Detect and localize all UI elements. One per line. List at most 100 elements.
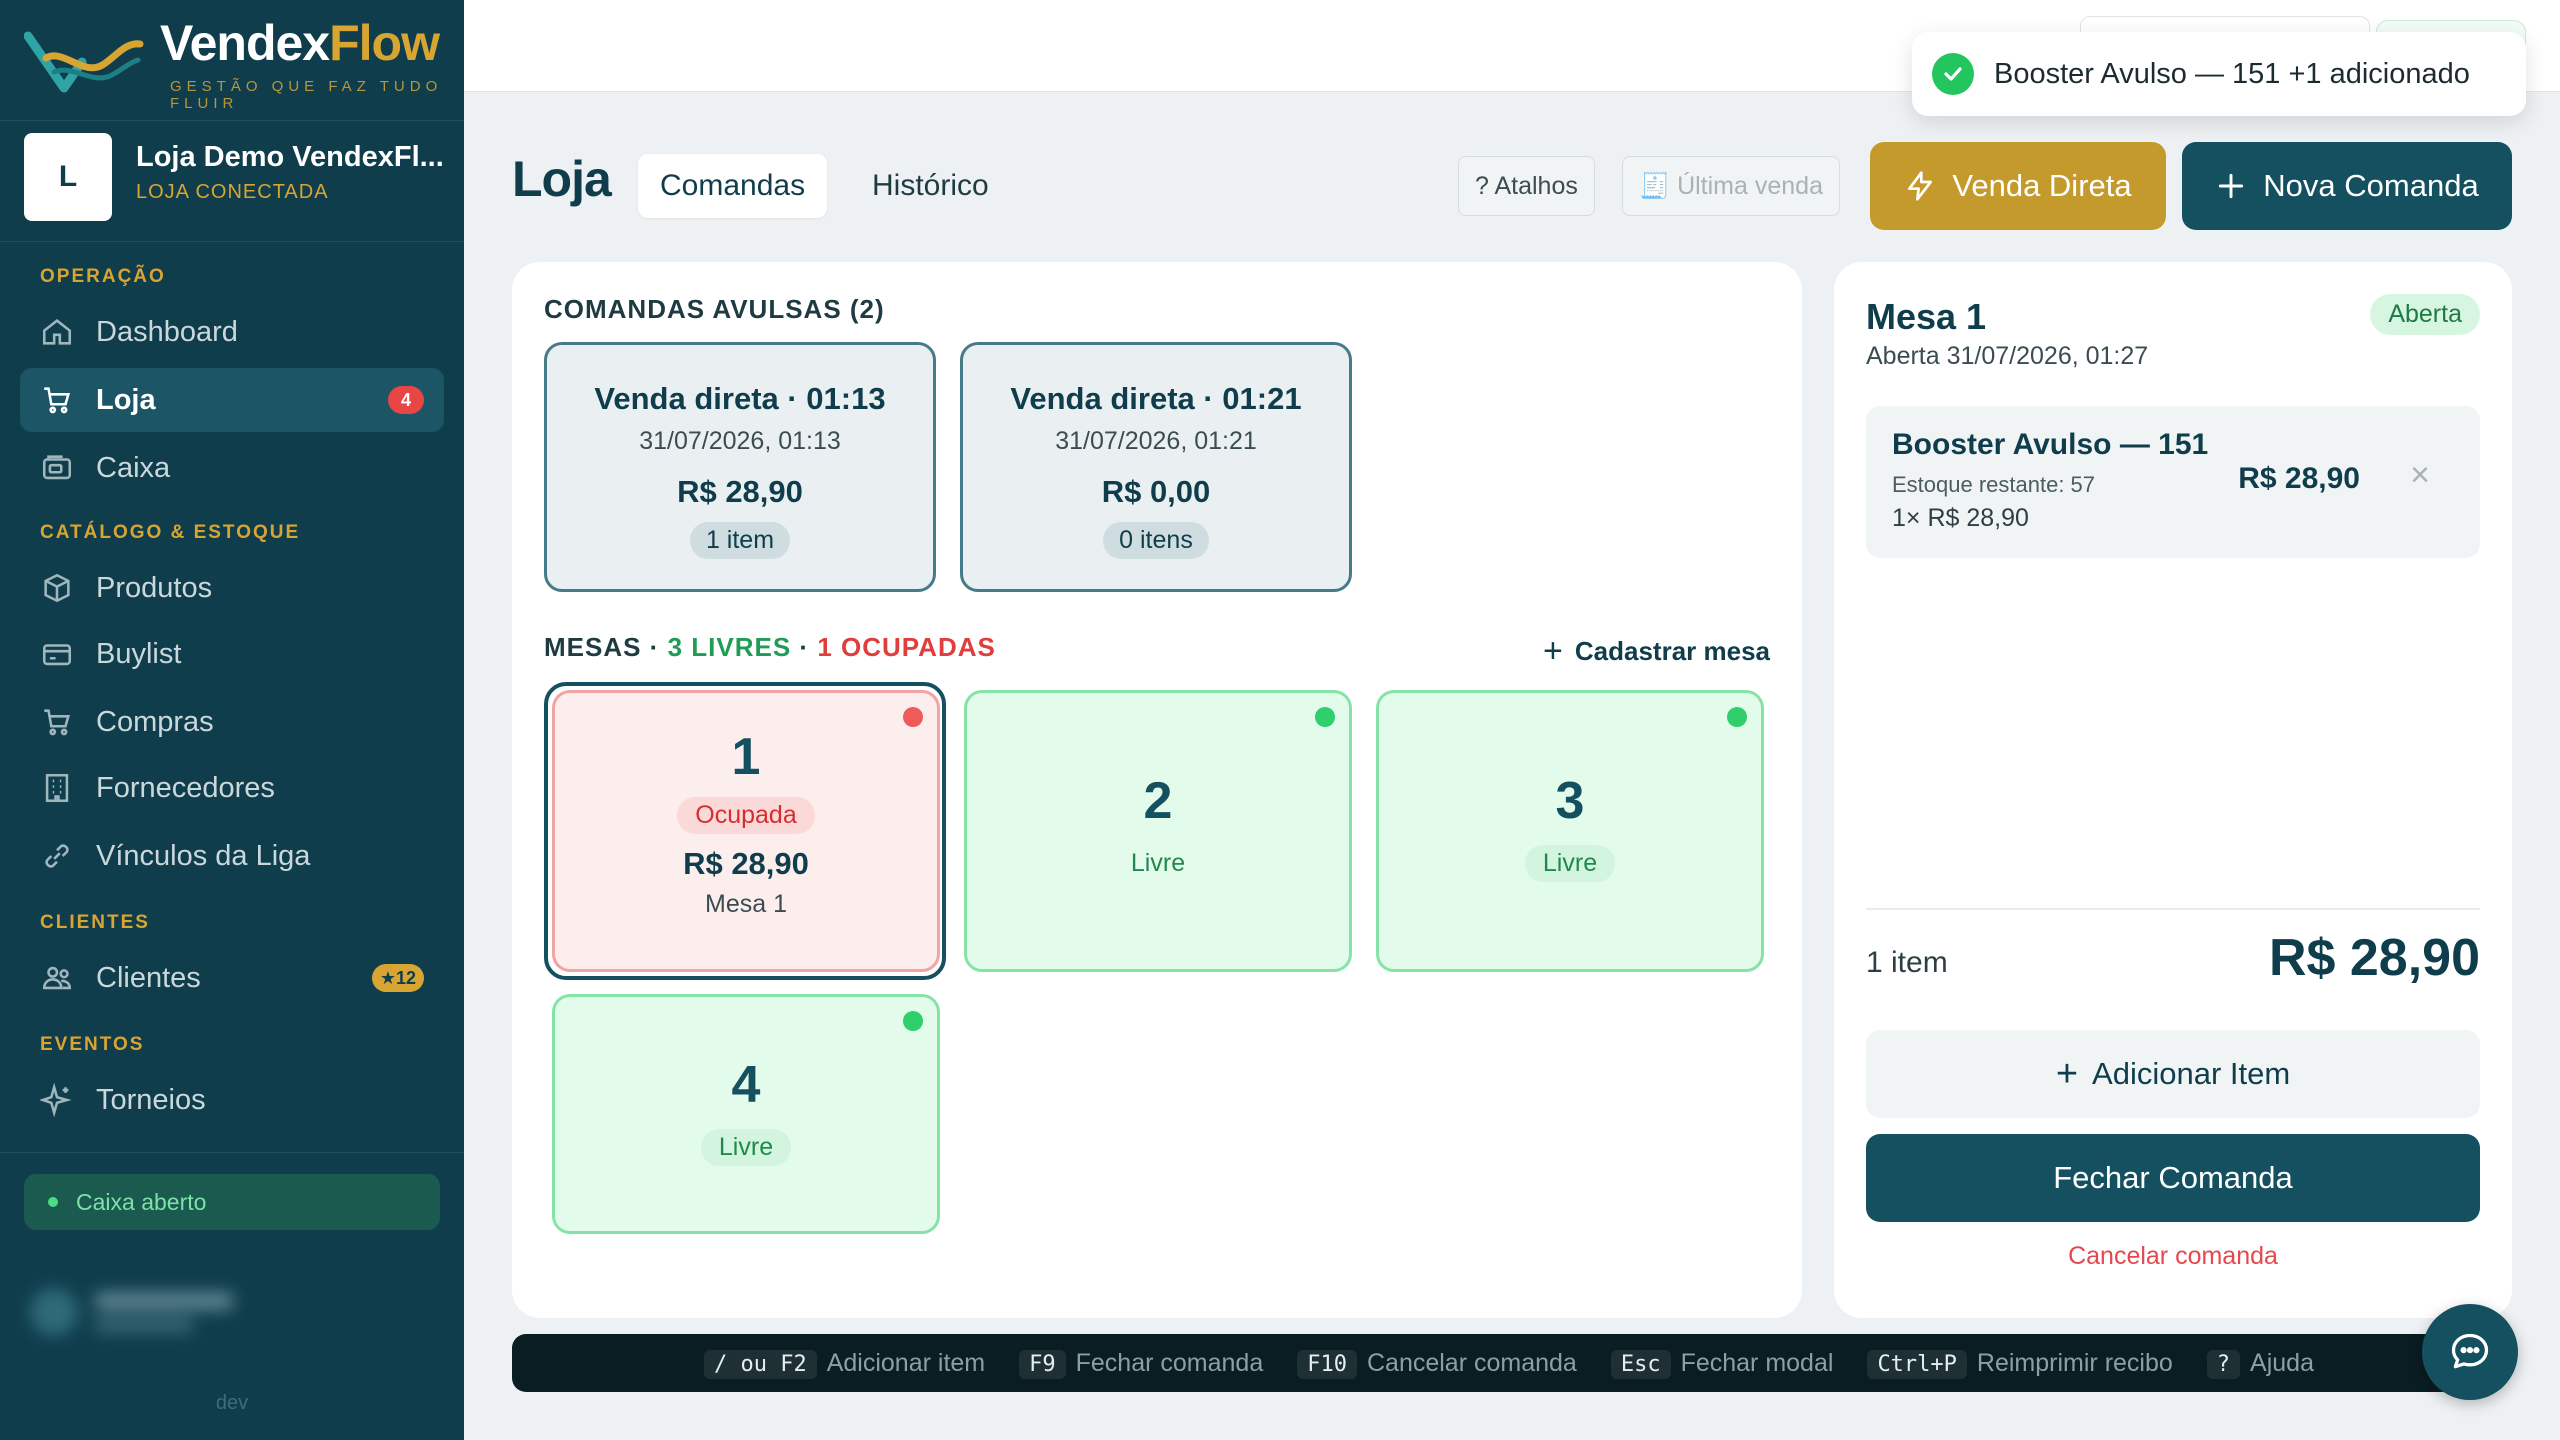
venda-direta-button[interactable]: Venda Direta xyxy=(1870,142,2166,230)
store-selector[interactable]: L Loja Demo VendexFl... LOJA CONECTADA xyxy=(0,120,464,242)
sidebar-item-caixa[interactable]: Caixa xyxy=(20,436,444,500)
brand-tagline: GESTÃO QUE FAZ TUDO FLUIR xyxy=(170,78,443,112)
users-icon xyxy=(42,966,72,990)
mesas-label: MESAS · xyxy=(544,632,660,662)
shortcut-key: F9 xyxy=(1019,1349,1066,1379)
ultima-venda-button[interactable]: 🧾 Última venda xyxy=(1622,156,1840,216)
shortcut-item: ? Ajuda xyxy=(2206,1348,2314,1379)
sidebar-item-vinculos[interactable]: Vínculos da Liga xyxy=(20,824,444,888)
mesas-separator: · xyxy=(799,632,810,662)
mesas-livres-count: 3 LIVRES xyxy=(667,632,792,662)
comanda-avulsa-card[interactable]: Venda direta · 01:21 31/07/2026, 01:21 R… xyxy=(960,342,1352,592)
sidebar: VendexFlow GESTÃO QUE FAZ TUDO FLUIR L L… xyxy=(0,0,464,1440)
shortcuts-bar: / ou F2 Adicionar item F9 Fechar comanda F… xyxy=(512,1334,2506,1392)
mesa-card-3[interactable]: 3 Livre xyxy=(1376,690,1764,972)
plus-icon: + xyxy=(1543,632,1563,670)
item-price: R$ 28,90 xyxy=(2238,462,2360,495)
comanda-title: Venda direta · 01:21 xyxy=(1010,381,1302,416)
shortcut-key: F10 xyxy=(1297,1349,1357,1379)
mesa-value: R$ 28,90 xyxy=(683,846,809,881)
comanda-count: 0 itens xyxy=(1103,522,1209,559)
register-icon xyxy=(42,455,72,480)
sidebar-item-dashboard[interactable]: Dashboard xyxy=(20,300,444,364)
brand-logo[interactable]: VendexFlow GESTÃO QUE FAZ TUDO FLUIR xyxy=(24,14,444,112)
sidebar-item-compras[interactable]: Compras xyxy=(20,690,444,754)
env-tag: dev xyxy=(215,1392,249,1414)
chat-button[interactable] xyxy=(2422,1304,2518,1400)
caixa-status-pill[interactable]: Caixa aberto xyxy=(24,1174,440,1230)
item-quantity: 1× R$ 28,90 xyxy=(1892,504,2029,532)
shortcut-item: Esc Fechar modal xyxy=(1610,1348,1834,1379)
mesa-card-4[interactable]: 4 Livre xyxy=(552,994,940,1234)
sidebar-item-label: Dashboard xyxy=(96,315,238,348)
sidebar-item-label: Caixa xyxy=(96,451,171,484)
shortcut-label: Cancelar comanda xyxy=(1366,1348,1577,1377)
mesa-number: 2 xyxy=(1143,772,1173,830)
mesas-header: MESAS · 3 LIVRES · 1 OCUPADAS xyxy=(544,632,996,663)
sidebar-item-fornecedores[interactable]: Fornecedores xyxy=(20,756,444,820)
comanda-item[interactable]: Booster Avulso — 151 Estoque restante: 5… xyxy=(1866,406,2480,558)
plus-icon xyxy=(2219,173,2244,199)
building-icon xyxy=(45,773,69,803)
home-icon xyxy=(42,319,72,345)
cancelar-comanda-link[interactable]: Cancelar comanda xyxy=(2068,1242,2278,1270)
sidebar-item-buylist[interactable]: Buylist xyxy=(20,622,444,686)
remove-item-icon[interactable]: × xyxy=(2410,456,2430,494)
nav-section-operacao: OPERAÇÃO xyxy=(40,266,166,287)
sidebar-item-torneios[interactable]: Torneios xyxy=(20,1068,444,1132)
mesa-status: Livre xyxy=(700,1129,792,1166)
sidebar-item-label: Vínculos da Liga xyxy=(96,839,311,872)
check-circle-icon xyxy=(1932,53,1974,95)
tab-historico[interactable]: Histórico xyxy=(872,169,989,202)
mesa-label: Mesa 1 xyxy=(705,890,787,918)
comanda-value: R$ 0,00 xyxy=(1101,474,1211,509)
cadastrar-mesa-button[interactable]: + Cadastrar mesa xyxy=(1543,632,1770,671)
store-avatar: L xyxy=(24,133,112,221)
sidebar-item-clientes[interactable]: Clientes ★12 xyxy=(20,946,444,1010)
mesa-card-2[interactable]: 2 Livre xyxy=(964,690,1352,972)
status-dot xyxy=(903,1011,923,1031)
brand-name: VendexFlow xyxy=(160,15,440,71)
nav-section-clientes: CLIENTES xyxy=(40,912,150,933)
shortcut-label: Ajuda xyxy=(2250,1348,2314,1377)
store-name: Loja Demo VendexFl... xyxy=(136,141,444,173)
shortcut-item: F9 Fechar comanda xyxy=(1019,1349,1263,1379)
nova-comanda-button[interactable]: Nova Comanda xyxy=(2182,142,2512,230)
comanda-date: 31/07/2026, 01:13 xyxy=(639,427,841,455)
atalhos-button[interactable]: ? Atalhos xyxy=(1458,156,1595,216)
shortcut-label: Fechar modal xyxy=(1680,1348,1834,1377)
shortcut-key: / ou F2 xyxy=(704,1349,817,1379)
sidebar-item-produtos[interactable]: Produtos xyxy=(20,556,444,620)
page-title: Loja xyxy=(512,151,612,207)
fechar-comanda-button[interactable]: Fechar Comanda xyxy=(1866,1134,2480,1222)
shortcut-key: Ctrl+P xyxy=(1867,1349,1967,1379)
notification-badge: 4 xyxy=(388,386,424,414)
comanda-detail-panel: Mesa 1 Aberta 31/07/2026, 01:27 Aberta B… xyxy=(1834,262,2512,1318)
detail-item-count: 1 item xyxy=(1866,946,1948,979)
comandas-panel: COMANDAS AVULSAS (2) Venda direta · 01:1… xyxy=(512,262,1802,1318)
sidebar-item-label: Compras xyxy=(96,705,214,738)
detail-opened-at: Aberta 31/07/2026, 01:27 xyxy=(1866,342,2149,370)
plus-icon: + xyxy=(2055,1052,2079,1095)
sidebar-item-label: Fornecedores xyxy=(96,771,275,804)
mesa-status: Livre xyxy=(1524,845,1616,882)
mesa-card-1[interactable]: 1 Ocupada R$ 28,90 Mesa 1 xyxy=(552,690,940,972)
comanda-date: 31/07/2026, 01:21 xyxy=(1055,427,1257,455)
comanda-avulsa-card[interactable]: Venda direta · 01:13 31/07/2026, 01:13 R… xyxy=(544,342,936,592)
comanda-title: Venda direta · 01:13 xyxy=(594,381,886,416)
mesa-status: Ocupada xyxy=(677,797,815,834)
status-dot xyxy=(1315,707,1335,727)
user-profile-blurred[interactable] xyxy=(30,1280,270,1344)
adicionar-item-label: Adicionar Item xyxy=(2092,1056,2291,1091)
box-icon xyxy=(44,573,70,603)
status-dot xyxy=(1727,707,1747,727)
cart-icon xyxy=(44,709,71,736)
caixa-status-label: Caixa aberto xyxy=(76,1188,207,1215)
tab-comandas[interactable]: Comandas xyxy=(638,154,828,218)
mesa-number: 4 xyxy=(731,1056,761,1114)
item-stock: Estoque restante: 57 xyxy=(1892,472,2096,497)
sidebar-item-loja[interactable]: Loja 4 xyxy=(20,368,444,432)
adicionar-item-button[interactable]: + Adicionar Item xyxy=(1866,1030,2480,1118)
sidebar-item-label: Produtos xyxy=(96,571,213,604)
shortcut-key: ? xyxy=(2206,1349,2241,1379)
